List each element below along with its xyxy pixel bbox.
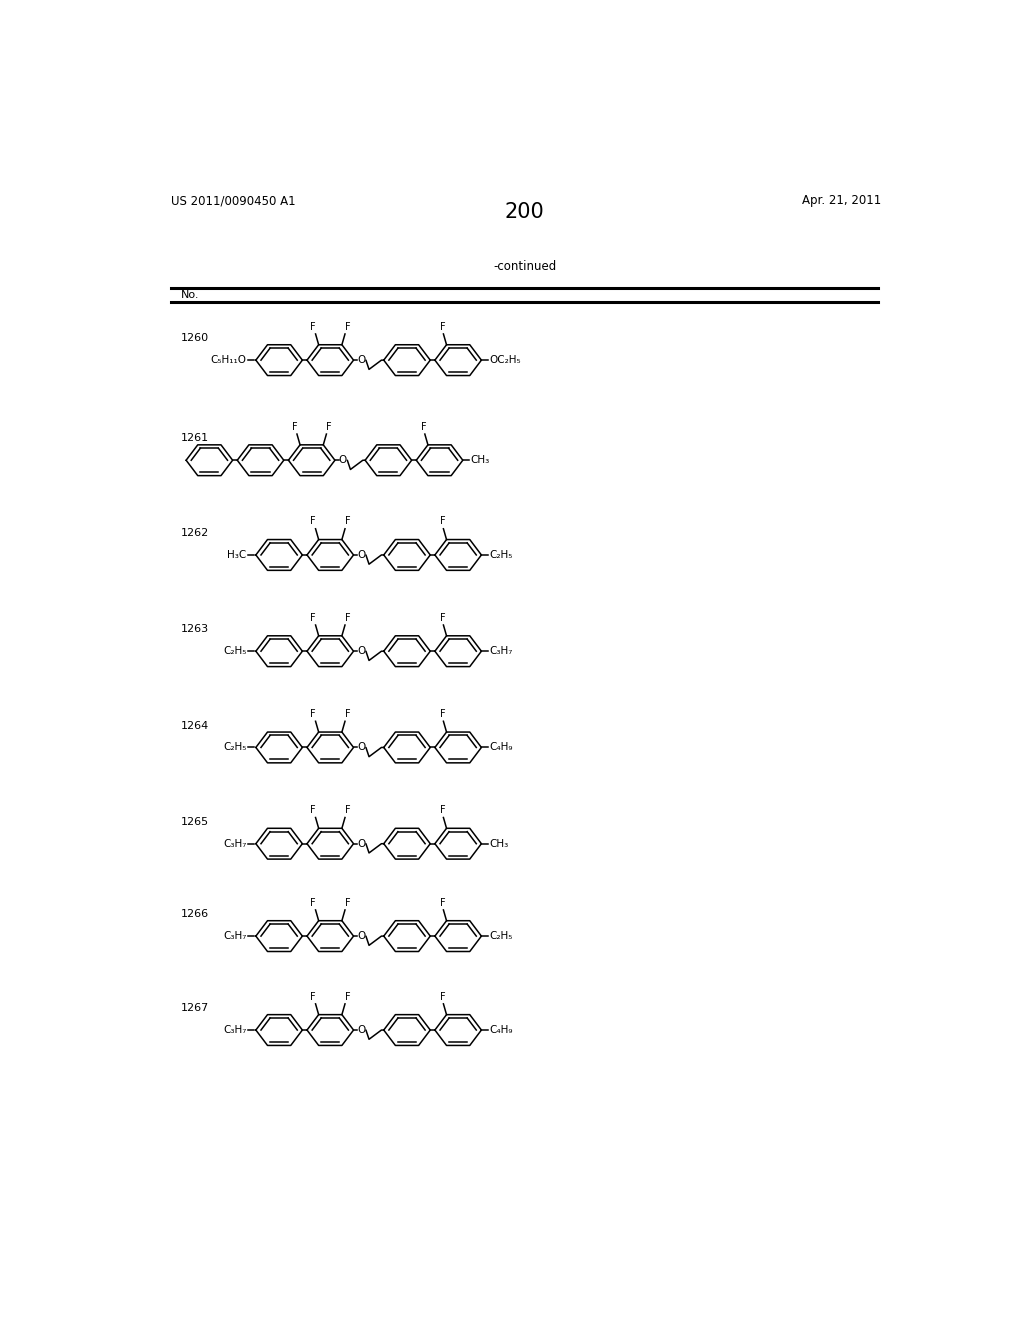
Text: F: F [344,322,350,331]
Text: -continued: -continued [494,260,556,273]
Text: O: O [357,931,366,941]
Text: US 2011/0090450 A1: US 2011/0090450 A1 [171,194,295,207]
Text: 200: 200 [505,202,545,222]
Text: C₂H₅: C₂H₅ [223,742,247,752]
Text: 1261: 1261 [180,433,209,444]
Text: F: F [310,516,316,527]
Text: Apr. 21, 2011: Apr. 21, 2011 [802,194,882,207]
Text: C₃H₇: C₃H₇ [223,838,247,849]
Text: F: F [310,991,316,1002]
Text: C₂H₅: C₂H₅ [489,550,513,560]
Text: F: F [440,322,445,331]
Text: F: F [344,612,350,623]
Text: O: O [357,742,366,752]
Text: 1260: 1260 [180,333,209,343]
Text: 1262: 1262 [180,528,209,539]
Text: O: O [339,455,347,465]
Text: C₄H₉: C₄H₉ [489,742,513,752]
Text: O: O [357,355,366,366]
Text: C₂H₅: C₂H₅ [489,931,513,941]
Text: F: F [440,991,445,1002]
Text: F: F [344,805,350,816]
Text: CH₃: CH₃ [471,455,489,465]
Text: H₃C: H₃C [227,550,247,560]
Text: C₃H₇: C₃H₇ [489,647,513,656]
Text: F: F [421,422,427,432]
Text: O: O [357,550,366,560]
Text: F: F [344,991,350,1002]
Text: 1265: 1265 [180,817,209,826]
Text: F: F [310,322,316,331]
Text: 1264: 1264 [180,721,209,730]
Text: 1267: 1267 [180,1003,209,1014]
Text: C₃H₇: C₃H₇ [223,931,247,941]
Text: O: O [357,838,366,849]
Text: C₅H₁₁O: C₅H₁₁O [211,355,247,366]
Text: F: F [326,422,332,432]
Text: F: F [310,709,316,719]
Text: F: F [440,612,445,623]
Text: F: F [344,898,350,908]
Text: O: O [357,647,366,656]
Text: C₂H₅: C₂H₅ [223,647,247,656]
Text: O: O [357,1026,366,1035]
Text: 1266: 1266 [180,909,209,919]
Text: F: F [344,516,350,527]
Text: CH₃: CH₃ [489,838,508,849]
Text: F: F [292,422,297,432]
Text: C₃H₇: C₃H₇ [223,1026,247,1035]
Text: F: F [310,898,316,908]
Text: OC₂H₅: OC₂H₅ [489,355,521,366]
Text: F: F [310,612,316,623]
Text: F: F [440,709,445,719]
Text: F: F [440,805,445,816]
Text: No.: No. [180,289,200,300]
Text: F: F [440,516,445,527]
Text: C₄H₉: C₄H₉ [489,1026,513,1035]
Text: F: F [344,709,350,719]
Text: 1263: 1263 [180,624,209,635]
Text: F: F [440,898,445,908]
Text: F: F [310,805,316,816]
